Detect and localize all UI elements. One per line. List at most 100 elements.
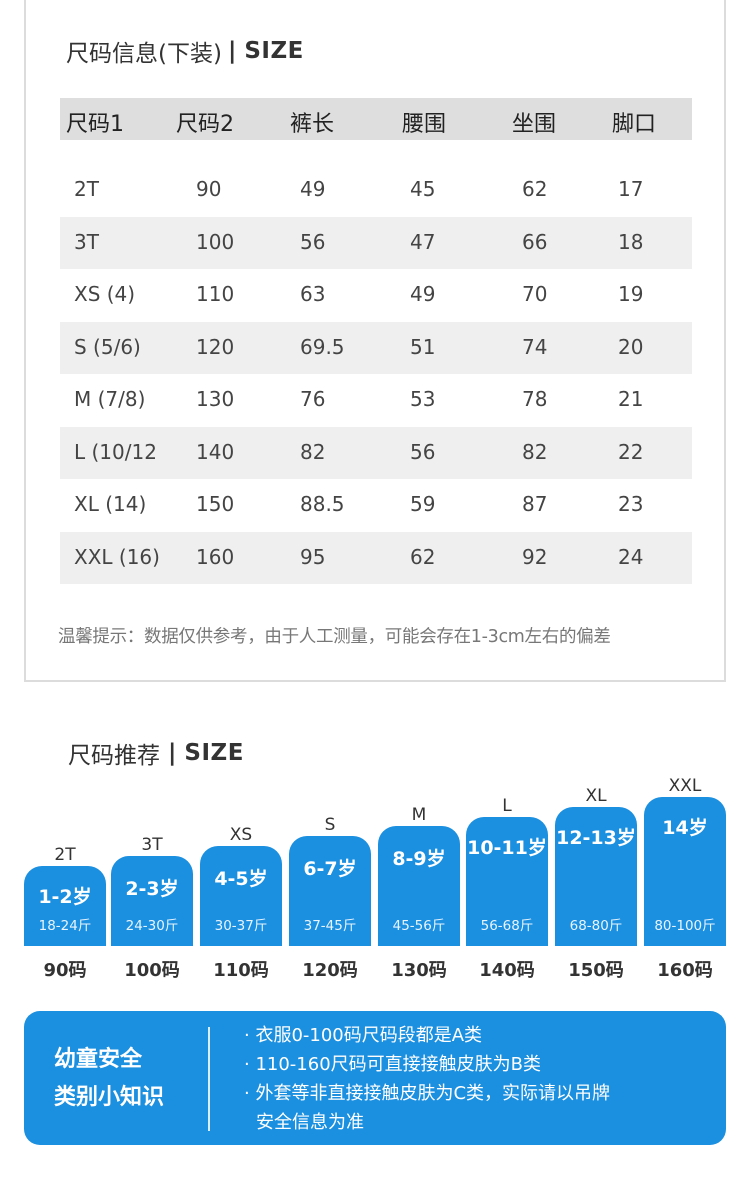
bar-age: 6-7岁 — [303, 858, 357, 880]
size-table-title: 尺码信息(下装) | SIZE — [66, 34, 304, 68]
table-cell: 76 — [300, 387, 326, 411]
bar-block — [466, 817, 548, 946]
bar-block — [555, 807, 637, 946]
table-cell: XS (4) — [74, 282, 136, 306]
safety-item: · 110-160尺码可直接接触皮肤为B类 — [244, 1054, 541, 1075]
table-cell: 92 — [522, 544, 548, 569]
table-cell: 69.5 — [300, 334, 345, 359]
table-cell: 24 — [618, 544, 644, 569]
safety-item: · 衣服0-100码尺码段都是A类 — [244, 1025, 483, 1046]
table-cell: 49 — [410, 282, 436, 306]
table-cell: 51 — [410, 334, 436, 359]
column-header-leg-opening: 脚口 — [612, 112, 657, 137]
size-bar-xl: XL 12-13岁 68-80斤 150码 — [555, 783, 637, 982]
bar-weight: 24-30斤 — [125, 918, 179, 934]
table-cell: 18 — [618, 229, 644, 254]
bar-height: 120码 — [302, 960, 358, 981]
bar-height: 150码 — [568, 960, 624, 981]
table-cell: 110 — [196, 282, 235, 306]
table-header: 尺码1 尺码2 裤长 腰围 坐围 脚口 — [60, 98, 692, 140]
table-cell: 63 — [300, 282, 326, 306]
table-cell: 3T — [74, 229, 99, 254]
bar-height: 90码 — [43, 960, 87, 981]
bar-weight: 56-68斤 — [480, 918, 534, 934]
bar-block — [378, 826, 460, 946]
title-separator: | — [168, 740, 177, 766]
size-bar-l: L 10-11岁 56-68斤 140码 — [466, 793, 548, 982]
table-cell: 62 — [522, 177, 548, 201]
table-cell: XL (14) — [74, 492, 147, 516]
bar-size-label: 3T — [141, 835, 163, 855]
table-cell: 56 — [300, 229, 326, 254]
bar-age: 4-5岁 — [214, 868, 268, 890]
bar-block — [24, 866, 106, 946]
table-cell: 59 — [410, 492, 436, 516]
size-bar-xs: XS 4-5岁 30-37斤 110码 — [200, 822, 282, 982]
table-cell: 82 — [522, 439, 548, 464]
table-cell: 47 — [410, 229, 436, 254]
column-header-hip: 坐围 — [512, 112, 557, 137]
bar-height: 160码 — [657, 960, 713, 981]
safety-heading: 幼童安全 类别小知识 — [54, 1041, 164, 1117]
table-row: XS (4) 110 63 49 70 19 — [60, 269, 692, 322]
table-cell: S (5/6) — [74, 334, 141, 359]
measurement-tip: 温馨提示：数据仅供参考，由于人工测量，可能会存在1-3cm左右的偏差 — [58, 627, 611, 647]
table-cell: 120 — [196, 334, 235, 359]
size-bar-2t: 2T 1-2岁 18-24斤 90码 — [24, 842, 106, 982]
bar-block — [644, 797, 726, 946]
table-row: XL (14) 150 88.5 59 87 23 — [60, 479, 692, 532]
table-cell: 22 — [618, 439, 644, 464]
column-header-pants-length: 裤长 — [290, 112, 335, 137]
bar-height: 140码 — [479, 960, 535, 981]
table-cell: 17 — [618, 177, 644, 201]
bar-size-label: M — [411, 805, 427, 825]
bar-size-label: XS — [229, 825, 253, 845]
safety-item: 安全信息为准 — [256, 1112, 364, 1133]
safety-divider — [208, 1027, 210, 1131]
table-cell: 78 — [522, 387, 548, 411]
table-cell: 74 — [522, 334, 548, 359]
table-cell: 160 — [196, 544, 235, 569]
bar-age: 12-13岁 — [556, 827, 636, 849]
table-cell: 20 — [618, 334, 644, 359]
column-header-size1: 尺码1 — [66, 112, 124, 137]
column-header-size2: 尺码2 — [176, 112, 234, 137]
bar-weight: 37-45斤 — [303, 918, 357, 934]
bar-size-label: S — [324, 815, 336, 835]
table-cell: 95 — [300, 544, 326, 569]
table-row: S (5/6) 120 69.5 51 74 20 — [60, 321, 692, 374]
size-bar-s: S 6-7岁 37-45斤 120码 — [289, 812, 371, 982]
table-cell: 62 — [410, 544, 436, 569]
bar-weight: 80-100斤 — [654, 918, 716, 934]
table-body: 2T 90 49 45 62 17 3T 100 56 47 66 18 XS … — [60, 164, 692, 584]
size-bar-m: M 8-9岁 45-56斤 130码 — [378, 802, 460, 982]
table-row: L (10/12 140 82 56 82 22 — [60, 426, 692, 479]
table-cell: 21 — [618, 387, 644, 411]
table-cell: 130 — [196, 387, 235, 411]
bar-age: 1-2岁 — [38, 886, 92, 908]
table-cell: 49 — [300, 177, 326, 201]
table-cell: M (7/8) — [74, 387, 146, 411]
size-table-title-en: SIZE — [244, 38, 304, 64]
size-table-card: 尺码信息(下装) | SIZE 尺码1 尺码2 裤长 腰围 坐围 脚口 2T 9… — [24, 0, 726, 682]
bar-weight: 68-80斤 — [569, 918, 623, 934]
size-bar-xxl: XXL 14岁 80-100斤 160码 — [644, 773, 726, 982]
recommend-title-cn: 尺码推荐 — [68, 743, 160, 769]
title-separator: | — [227, 38, 237, 64]
table-cell: 66 — [522, 229, 548, 254]
size-table-title-cn: 尺码信息(下装) — [66, 41, 222, 67]
bar-weight: 45-56斤 — [392, 918, 446, 934]
table-cell: 140 — [196, 439, 235, 464]
table-cell: L (10/12 — [74, 439, 157, 464]
table-cell: 90 — [196, 177, 222, 201]
bar-age: 8-9岁 — [392, 848, 446, 870]
safety-item: · 外套等非直接接触皮肤为C类，实际请以吊牌 — [244, 1083, 611, 1104]
table-cell: 100 — [196, 229, 235, 254]
bar-block — [200, 846, 282, 946]
table-row: M (7/8) 130 76 53 78 21 — [60, 374, 692, 427]
recommend-title-en: SIZE — [184, 740, 244, 766]
bar-age: 2-3岁 — [125, 878, 179, 900]
table-cell: 82 — [300, 439, 326, 464]
table-cell: 45 — [410, 177, 436, 201]
table-cell: 56 — [410, 439, 436, 464]
